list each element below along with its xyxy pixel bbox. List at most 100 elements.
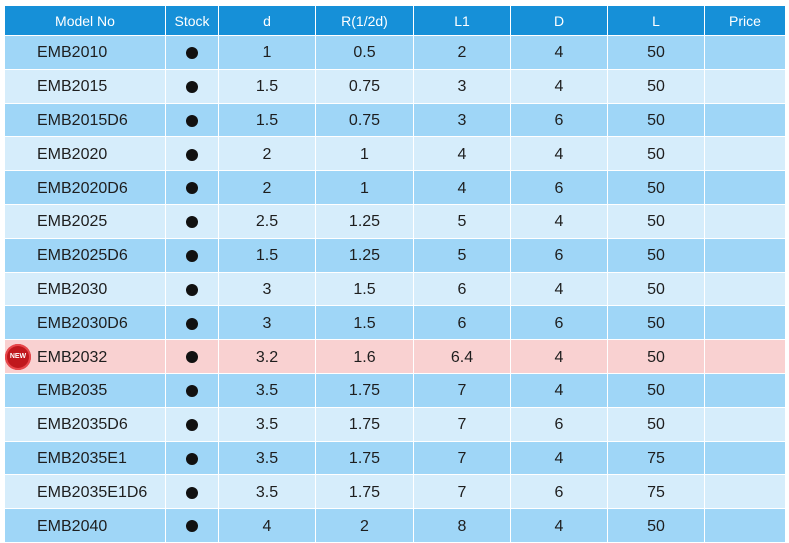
model-no-text: EMB2032: [37, 348, 108, 366]
cell-price[interactable]: [704, 305, 786, 341]
cell-price[interactable]: [704, 136, 786, 172]
cell-big-d: 4: [510, 339, 608, 374]
cell-stock: [165, 271, 219, 307]
cell-big-d: 6: [510, 170, 608, 205]
model-no-text: EMB2015D6: [37, 111, 128, 129]
cell-model-no: EMB2025D6: [4, 237, 166, 273]
cell-price[interactable]: [704, 102, 786, 138]
cell-d: 3.2: [218, 339, 316, 374]
cell-l1: 4: [413, 136, 511, 172]
stock-dot-icon: [186, 418, 198, 431]
cell-big-d: 4: [510, 136, 608, 172]
cell-l: 50: [607, 271, 705, 307]
cell-d: 3.5: [218, 372, 316, 408]
model-no-text: EMB2040: [37, 517, 108, 535]
cell-price[interactable]: [704, 170, 786, 205]
cell-r: 1.75: [315, 474, 414, 510]
cell-l: 50: [607, 237, 705, 273]
cell-l: 75: [607, 474, 705, 510]
cell-d: 1.5: [218, 102, 316, 138]
stock-dot-icon: [186, 249, 198, 262]
cell-model-no: EMB2035: [4, 372, 166, 408]
cell-price[interactable]: [704, 339, 786, 374]
cell-l: 50: [607, 102, 705, 138]
cell-price[interactable]: [704, 237, 786, 273]
table-row: EMB2030 3 1.5 6 4 50: [4, 271, 786, 307]
stock-dot-icon: [186, 148, 198, 161]
table-row: EMB2030D6 3 1.5 6 6 50: [4, 305, 786, 341]
cell-r: 0.5: [315, 35, 414, 70]
model-no-text: EMB2030D6: [37, 314, 128, 332]
cell-price[interactable]: [704, 406, 786, 442]
cell-d: 1.5: [218, 237, 316, 273]
cell-big-d: 6: [510, 406, 608, 442]
cell-l1: 7: [413, 372, 511, 408]
table-row: NEW EMB2032 3.2 1.6 6.4 4 50: [4, 339, 786, 374]
model-no-text: EMB2035D6: [37, 416, 128, 434]
header-big-d[interactable]: D: [510, 5, 608, 36]
cell-price[interactable]: [704, 372, 786, 408]
cell-stock: [165, 68, 219, 104]
cell-stock: [165, 440, 219, 476]
header-r[interactable]: R(1/2d): [315, 5, 414, 36]
cell-r: 1.6: [315, 339, 414, 374]
header-l[interactable]: L: [607, 5, 705, 36]
cell-d: 2: [218, 136, 316, 172]
model-no-text: EMB2035: [37, 382, 108, 400]
cell-stock: [165, 406, 219, 442]
cell-model-no: EMB2010: [4, 35, 166, 70]
cell-big-d: 4: [510, 271, 608, 307]
cell-model-no: EMB2035E1: [4, 440, 166, 476]
cell-model-no: EMB2015: [4, 68, 166, 104]
model-no-text: EMB2035E1D6: [37, 483, 148, 501]
cell-l1: 5: [413, 203, 511, 239]
cell-l: 50: [607, 508, 705, 543]
model-no-text: EMB2025D6: [37, 247, 128, 265]
cell-r: 0.75: [315, 102, 414, 138]
model-no-text: EMB2020: [37, 145, 108, 163]
table-row: EMB2025 2.5 1.25 5 4 50: [4, 203, 786, 239]
stock-dot-icon: [186, 317, 198, 330]
cell-l1: 7: [413, 406, 511, 442]
cell-l1: 6: [413, 305, 511, 341]
cell-d: 1.5: [218, 68, 316, 104]
cell-price[interactable]: [704, 35, 786, 70]
cell-big-d: 4: [510, 35, 608, 70]
stock-dot-icon: [186, 520, 198, 533]
cell-r: 0.75: [315, 68, 414, 104]
cell-r: 1.75: [315, 372, 414, 408]
cell-l: 50: [607, 372, 705, 408]
cell-r: 1.5: [315, 271, 414, 307]
cell-price[interactable]: [704, 508, 786, 543]
table-row: EMB2035 3.5 1.75 7 4 50: [4, 372, 786, 408]
cell-price[interactable]: [704, 203, 786, 239]
header-model-no[interactable]: Model No: [4, 5, 166, 36]
header-d[interactable]: d: [218, 5, 316, 36]
cell-l1: 3: [413, 68, 511, 104]
cell-d: 3.5: [218, 440, 316, 476]
cell-model-no: EMB2015D6: [4, 102, 166, 138]
cell-l: 50: [607, 203, 705, 239]
cell-model-no: EMB2030D6: [4, 305, 166, 341]
cell-big-d: 6: [510, 305, 608, 341]
cell-r: 1: [315, 170, 414, 205]
cell-price[interactable]: [704, 271, 786, 307]
cell-l1: 4: [413, 170, 511, 205]
cell-price[interactable]: [704, 440, 786, 476]
header-stock[interactable]: Stock: [165, 5, 219, 36]
header-l1[interactable]: L1: [413, 5, 511, 36]
cell-big-d: 6: [510, 102, 608, 138]
table-row: EMB2020 2 1 4 4 50: [4, 136, 786, 172]
table-row: EMB2035E1 3.5 1.75 7 4 75: [4, 440, 786, 476]
cell-big-d: 4: [510, 508, 608, 543]
cell-big-d: 4: [510, 68, 608, 104]
cell-big-d: 6: [510, 237, 608, 273]
table-row: EMB2025D6 1.5 1.25 5 6 50: [4, 237, 786, 273]
table-row: EMB2035D6 3.5 1.75 7 6 50: [4, 406, 786, 442]
cell-price[interactable]: [704, 68, 786, 104]
cell-model-no: EMB2020D6: [4, 170, 166, 205]
header-price[interactable]: Price: [704, 5, 786, 36]
cell-l1: 5: [413, 237, 511, 273]
cell-price[interactable]: [704, 474, 786, 510]
cell-d: 1: [218, 35, 316, 70]
